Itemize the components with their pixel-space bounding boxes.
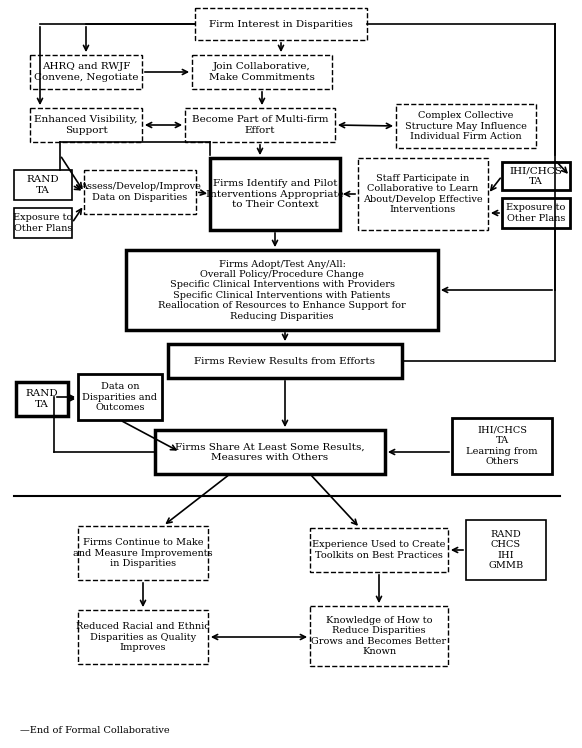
Text: Enhanced Visibility,
Support: Enhanced Visibility, Support (34, 115, 138, 135)
Text: Complex Collective
Structure May Influence
Individual Firm Action: Complex Collective Structure May Influen… (405, 111, 527, 141)
Bar (396, 104, 536, 148)
Bar (30, 108, 142, 142)
Text: RAND
CHCS
IHI
GMMB: RAND CHCS IHI GMMB (488, 530, 524, 570)
Text: Firm Interest in Disparities: Firm Interest in Disparities (209, 19, 353, 28)
Text: Become Part of Multi-firm
Effort: Become Part of Multi-firm Effort (191, 115, 328, 135)
Bar (14, 208, 72, 238)
Bar (78, 526, 208, 580)
Bar (192, 55, 332, 89)
Bar (502, 198, 570, 228)
Bar (210, 158, 340, 230)
Text: RAND
TA: RAND TA (27, 175, 59, 194)
Bar (452, 418, 552, 474)
Bar (195, 8, 367, 40)
Bar (502, 162, 570, 190)
Bar (30, 55, 142, 89)
Text: Join Collaborative,
Make Commitments: Join Collaborative, Make Commitments (209, 62, 315, 82)
Text: Assess/Develop/Improve
Data on Disparities: Assess/Develop/Improve Data on Dispariti… (80, 183, 200, 202)
Bar (310, 528, 448, 572)
Bar (310, 606, 448, 666)
Text: Experience Used to Create
Toolkits on Best Practices: Experience Used to Create Toolkits on Be… (313, 540, 446, 560)
Text: Exposure to
Other Plans: Exposure to Other Plans (13, 213, 73, 233)
Bar (84, 170, 196, 214)
Text: Staff Participate in
Collaborative to Learn
About/Develop Effective
Intervention: Staff Participate in Collaborative to Le… (363, 174, 483, 214)
Text: Firms Review Results from Efforts: Firms Review Results from Efforts (194, 357, 375, 366)
Text: Reduced Racial and Ethnic
Disparities as Quality
Improves: Reduced Racial and Ethnic Disparities as… (76, 622, 210, 652)
Bar (78, 374, 162, 420)
Bar (466, 520, 546, 580)
Bar (14, 170, 72, 200)
Bar (16, 382, 68, 416)
Text: IHI/CHCS
TA: IHI/CHCS TA (510, 166, 562, 186)
Text: Firms Share At Least Some Results,
Measures with Others: Firms Share At Least Some Results, Measu… (175, 442, 365, 462)
Bar (78, 610, 208, 664)
Bar (185, 108, 335, 142)
Bar (168, 344, 402, 378)
Bar (155, 430, 385, 474)
Text: IHI/CHCS
TA
Learning from
Others: IHI/CHCS TA Learning from Others (466, 426, 538, 466)
Text: —End of Formal Collaborative: —End of Formal Collaborative (20, 726, 169, 735)
Text: Exposure to
Other Plans: Exposure to Other Plans (506, 203, 566, 223)
Text: Firms Continue to Make
and Measure Improvements
in Disparities: Firms Continue to Make and Measure Impro… (73, 538, 213, 568)
Text: Knowledge of How to
Reduce Disparities
Grows and Becomes Better
Known: Knowledge of How to Reduce Disparities G… (311, 616, 446, 656)
Bar (126, 250, 438, 330)
Text: Firms Identify and Pilot
Interventions Appropriate
to Their Context: Firms Identify and Pilot Interventions A… (206, 179, 344, 209)
Text: Firms Adopt/Test Any/All:
Overall Policy/Procedure Change
Specific Clinical Inte: Firms Adopt/Test Any/All: Overall Policy… (158, 260, 406, 320)
Text: RAND
TA: RAND TA (26, 389, 58, 408)
Bar (358, 158, 488, 230)
Text: Data on
Disparities and
Outcomes: Data on Disparities and Outcomes (83, 382, 158, 412)
Text: AHRQ and RWJF
Convene, Negotiate: AHRQ and RWJF Convene, Negotiate (34, 62, 139, 82)
